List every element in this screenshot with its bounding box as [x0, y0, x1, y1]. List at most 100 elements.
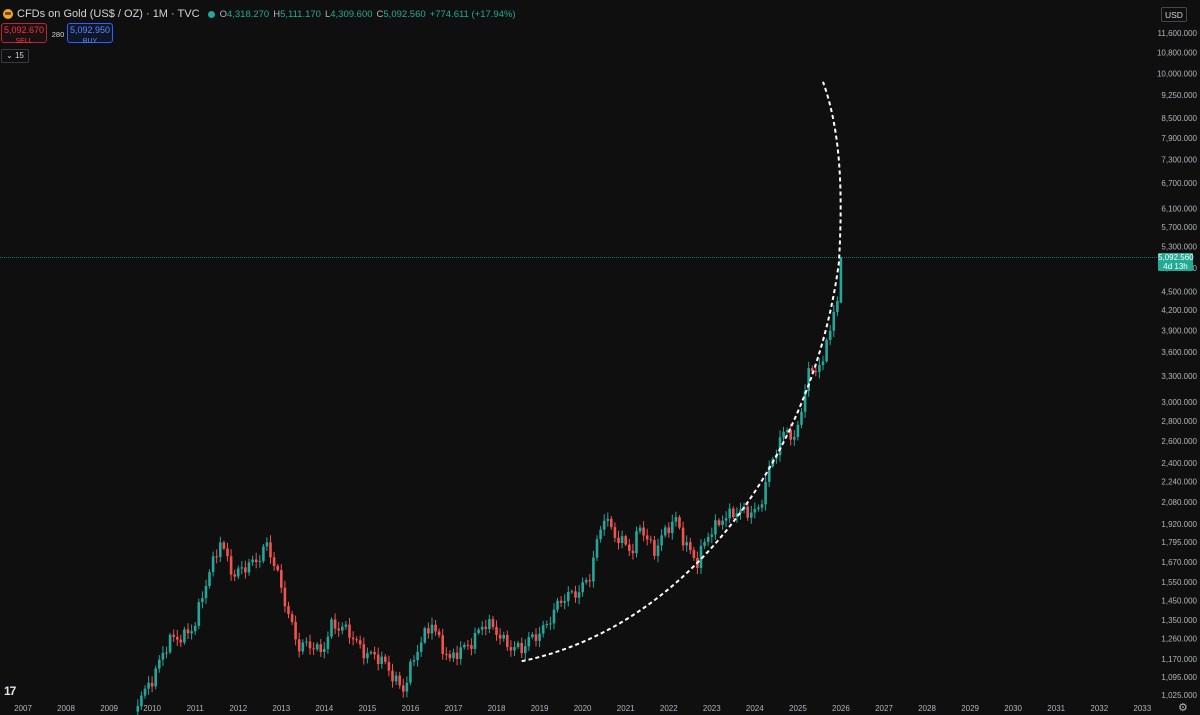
candle: [631, 543, 635, 560]
price-tick-label: 6,700.000: [1161, 179, 1197, 188]
tradingview-logo-icon[interactable]: 17: [4, 684, 16, 698]
candle: [516, 640, 520, 649]
candle: [836, 296, 839, 317]
candle: [520, 637, 523, 658]
currency-selector[interactable]: USD: [1161, 7, 1187, 22]
high-key: H: [273, 8, 281, 20]
candle: [201, 591, 204, 609]
candle: [692, 546, 696, 561]
candle: [732, 506, 735, 520]
candle: [624, 534, 627, 547]
candle: [269, 535, 272, 564]
candle: [699, 539, 703, 574]
candle: [341, 622, 344, 635]
price-tick-label: 1,920.000: [1161, 520, 1197, 529]
candle: [746, 503, 749, 521]
gear-icon[interactable]: ⚙: [1178, 702, 1188, 714]
candle: [584, 577, 588, 585]
gold-logo-icon: [3, 9, 13, 19]
market-status-icon[interactable]: [207, 10, 215, 18]
candle: [642, 521, 645, 542]
candle: [247, 558, 251, 576]
sell-button[interactable]: 5,092.670 SELL: [1, 23, 47, 45]
candle: [430, 617, 434, 640]
candle: [348, 618, 351, 644]
candle: [437, 628, 441, 638]
candle-series: [136, 256, 843, 715]
time-tick-label: 2011: [187, 704, 205, 713]
candle: [280, 564, 283, 594]
candle: [323, 641, 326, 659]
candle: [240, 561, 244, 575]
candle: [405, 676, 409, 698]
candle: [215, 549, 218, 564]
time-tick-label: 2017: [445, 704, 463, 713]
candle: [229, 549, 233, 581]
candle: [251, 555, 254, 566]
price-tick-label: 6,100.000: [1161, 204, 1197, 213]
candle: [735, 507, 739, 523]
candle: [441, 628, 444, 660]
candle: [767, 460, 771, 488]
candle: [527, 631, 531, 651]
buy-price: 5,092.950: [69, 25, 111, 35]
candle: [265, 537, 269, 552]
price-tick-label: 1,170.000: [1161, 655, 1197, 664]
candle: [538, 626, 541, 648]
time-tick-label: 2014: [315, 704, 333, 713]
price-tick-label: 10,000.000: [1157, 70, 1198, 79]
candle: [721, 515, 724, 530]
price-tick-label: 10,800.000: [1157, 49, 1198, 58]
candle: [610, 516, 613, 530]
candle: [617, 530, 620, 550]
candle: [656, 538, 660, 563]
candle: [434, 620, 437, 636]
candle: [739, 502, 742, 520]
candle: [602, 514, 606, 536]
parabolic-trend-curve: [521, 81, 842, 663]
price-axis[interactable]: 1,025.000 1,095.000 1,170.000 1,260.000 1,35…: [1157, 29, 1198, 700]
ohlc-close: C5,092.560: [377, 9, 426, 20]
symbol-title[interactable]: CFDs on Gold (US$ / OZ) · 1M · TVC: [17, 8, 200, 20]
time-tick-label: 2019: [531, 704, 549, 713]
candle: [344, 621, 348, 630]
candle: [412, 655, 416, 666]
ohlc-low: L4,309.600: [325, 9, 373, 20]
candle: [283, 580, 287, 613]
candle: [211, 551, 215, 577]
candle: [455, 645, 459, 666]
candle: [645, 528, 649, 546]
candle: [233, 569, 236, 581]
candle: [613, 522, 617, 543]
candle: [466, 640, 470, 650]
candle: [355, 636, 358, 643]
sell-price: 5,092.670: [3, 25, 45, 35]
low-key: L: [324, 8, 331, 20]
candle: [825, 338, 828, 363]
price-tick-label: 9,250.000: [1161, 91, 1197, 100]
candle: [154, 665, 157, 690]
candle: [330, 617, 333, 639]
collapse-count: 15: [14, 51, 24, 60]
time-tick-label: 2012: [229, 704, 247, 713]
time-axis[interactable]: 2007 2008 2009 2010 2011 2012 2013 2014 2015 2016…: [14, 704, 1152, 713]
ohlc-high: H5,111.170: [273, 9, 321, 20]
candle: [427, 622, 430, 639]
symbol-header: CFDs on Gold (US$ / OZ) · 1M · TVC O4,31…: [3, 6, 516, 22]
candle: [559, 596, 563, 607]
chevron-down-icon: ⌄: [6, 51, 13, 60]
candle: [419, 636, 423, 657]
candle: [150, 676, 154, 693]
candle: [689, 537, 692, 555]
buy-button[interactable]: 5,092.950 BUY: [67, 23, 113, 45]
candle: [176, 629, 179, 646]
candle: [369, 650, 373, 655]
candle: [717, 518, 721, 527]
candle: [179, 634, 183, 647]
candle: [276, 564, 279, 572]
time-tick-label: 2027: [875, 704, 893, 713]
candle: [524, 639, 527, 660]
collapse-indicators-button[interactable]: ⌄ 15: [1, 49, 29, 63]
candle: [384, 654, 387, 665]
